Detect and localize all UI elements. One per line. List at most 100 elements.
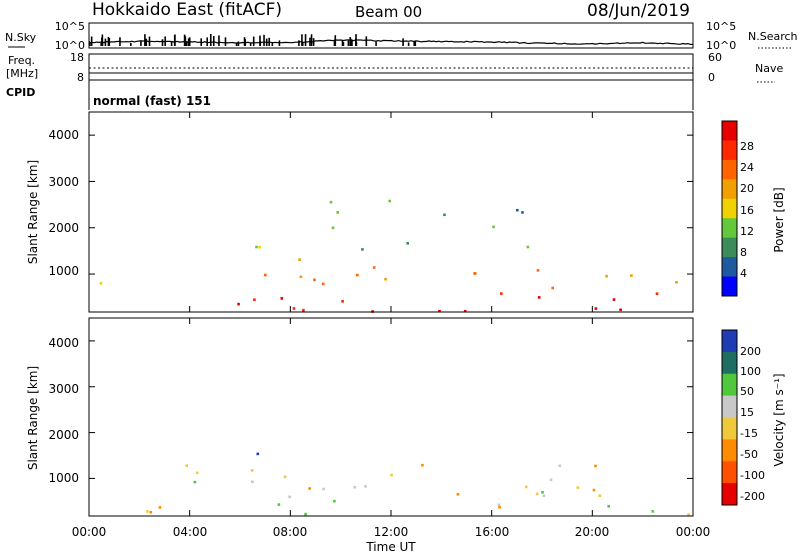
range-cell [99,282,103,285]
vel-cbar-tick-15: 15 [740,406,754,419]
range-cell [251,480,254,484]
power-cbar-tick-4: 4 [740,267,747,280]
range-cell [280,297,284,300]
vel-cbar-swatch [722,417,737,440]
xtick-2: 08:00 [273,525,308,539]
range-cell [336,211,339,214]
power-cbar-swatch [722,179,737,200]
range-cell [594,464,597,468]
vel-cbar-tick-200: 200 [740,345,761,358]
date-title: 08/Jun/2019 [587,1,690,21]
range-cell [353,485,357,489]
range-cell [341,300,344,303]
vel-cbar-swatch [722,461,737,484]
power-colorbar: 28 24 20 16 12 8 4 Power [dB] [721,120,786,297]
power-cbar-swatch [722,198,737,219]
range-cell [607,505,610,508]
range-cell [299,275,303,279]
range-cell [372,266,376,269]
range-cell [149,510,153,514]
beam-title: Beam 00 [355,3,422,21]
vel-ytick-2000: 2000 [48,428,79,442]
range-cell [304,512,307,516]
noise-left-tick-top: 10^5 [55,20,85,33]
vel-cbar-tick-100: 100 [740,365,761,378]
range-cell [384,277,387,281]
power-ylabel: Slant Range [km] [26,160,40,264]
power-ytick-4000: 4000 [48,128,79,142]
range-cell [185,464,188,467]
vel-cbar-swatch [722,395,737,418]
vel-cbar-tick-m50: -50 [740,448,758,461]
xtick-6: 00:00 [676,525,711,539]
range-cell [549,478,553,482]
freq-right-tick-top: 60 [708,51,722,64]
cpid-text: normal (fast) 151 [93,94,211,108]
velocity-panel: 4000 3000 2000 1000 Slant Range [km] [26,317,694,517]
range-cell [605,274,608,278]
range-cell [292,307,296,310]
noise-right-tick-bottom: 10^0 [706,39,736,52]
vel-cbar-tick-m15: -15 [740,427,758,440]
power-cbar-tick-20: 20 [740,182,754,195]
noise-spikes [88,34,417,46]
range-cell [250,469,254,472]
power-cbar-tick-8: 8 [740,246,747,259]
xtick-4: 16:00 [475,525,510,539]
range-cell [322,487,325,491]
vel-cbar-swatch [722,439,737,462]
power-cbar-swatch [722,140,737,161]
range-cell [542,494,546,498]
range-cell [237,302,240,306]
range-cell [630,274,633,277]
power-cbar-swatch [722,218,737,239]
vel-cbar-swatch [722,373,737,397]
range-cell [256,452,260,456]
range-cell [651,510,655,513]
range-cell [253,298,256,301]
range-cell [308,487,311,490]
xtick-3: 12:00 [374,525,409,539]
power-cbar-tick-24: 24 [740,161,754,174]
power-cbar-tick-28: 28 [740,140,754,153]
vel-cbar-label: Velocity [m s⁻¹] [772,373,786,466]
noise-right-tick-top: 10^5 [706,20,736,33]
range-cell [364,485,367,488]
power-ytick-3000: 3000 [48,175,79,189]
range-cell [456,493,460,496]
range-cell [283,475,287,479]
vel-ylabel: Slant Range [km] [26,366,40,470]
x-axis: 00:00 04:00 08:00 12:00 16:00 20:00 00:0… [72,112,711,554]
power-scatter [99,199,678,313]
range-cell [331,226,335,230]
freq-left-label-1: Freq. [8,54,35,67]
velocity-colorbar: 200 100 50 15 -15 -50 -100 -200 Velocity… [721,329,786,506]
range-cell [333,499,336,503]
range-cell [255,245,258,249]
freq-right-tick-bottom: 0 [708,71,715,84]
range-cell [687,513,690,516]
range-cell [516,208,519,212]
power-cbar-tick-12: 12 [740,225,754,238]
range-cell [193,480,197,484]
noise-panel: N.Sky 10^5 10^0 10^5 10^0 N.Search [5,20,798,52]
range-cell [473,272,477,275]
xtick-1: 04:00 [173,525,208,539]
range-cell [421,463,424,467]
range-cell [526,245,530,249]
range-cell [443,213,446,217]
vel-cbar-tick-m200: -200 [740,490,765,503]
power-cbar-swatch [722,159,737,180]
power-cbar-swatch [722,257,737,278]
power-cbar-swatch [722,276,737,297]
range-cell [612,298,616,301]
xtick-0: 00:00 [72,525,107,539]
range-cell [498,506,501,509]
freq-left-tick-bottom: 8 [77,71,84,84]
range-cell [356,273,359,277]
range-cell [500,292,503,295]
range-cell [390,473,393,477]
vel-cbar-tick-m100: -100 [740,469,765,482]
range-cell [406,242,409,245]
cpid-label: CPID [6,86,35,99]
